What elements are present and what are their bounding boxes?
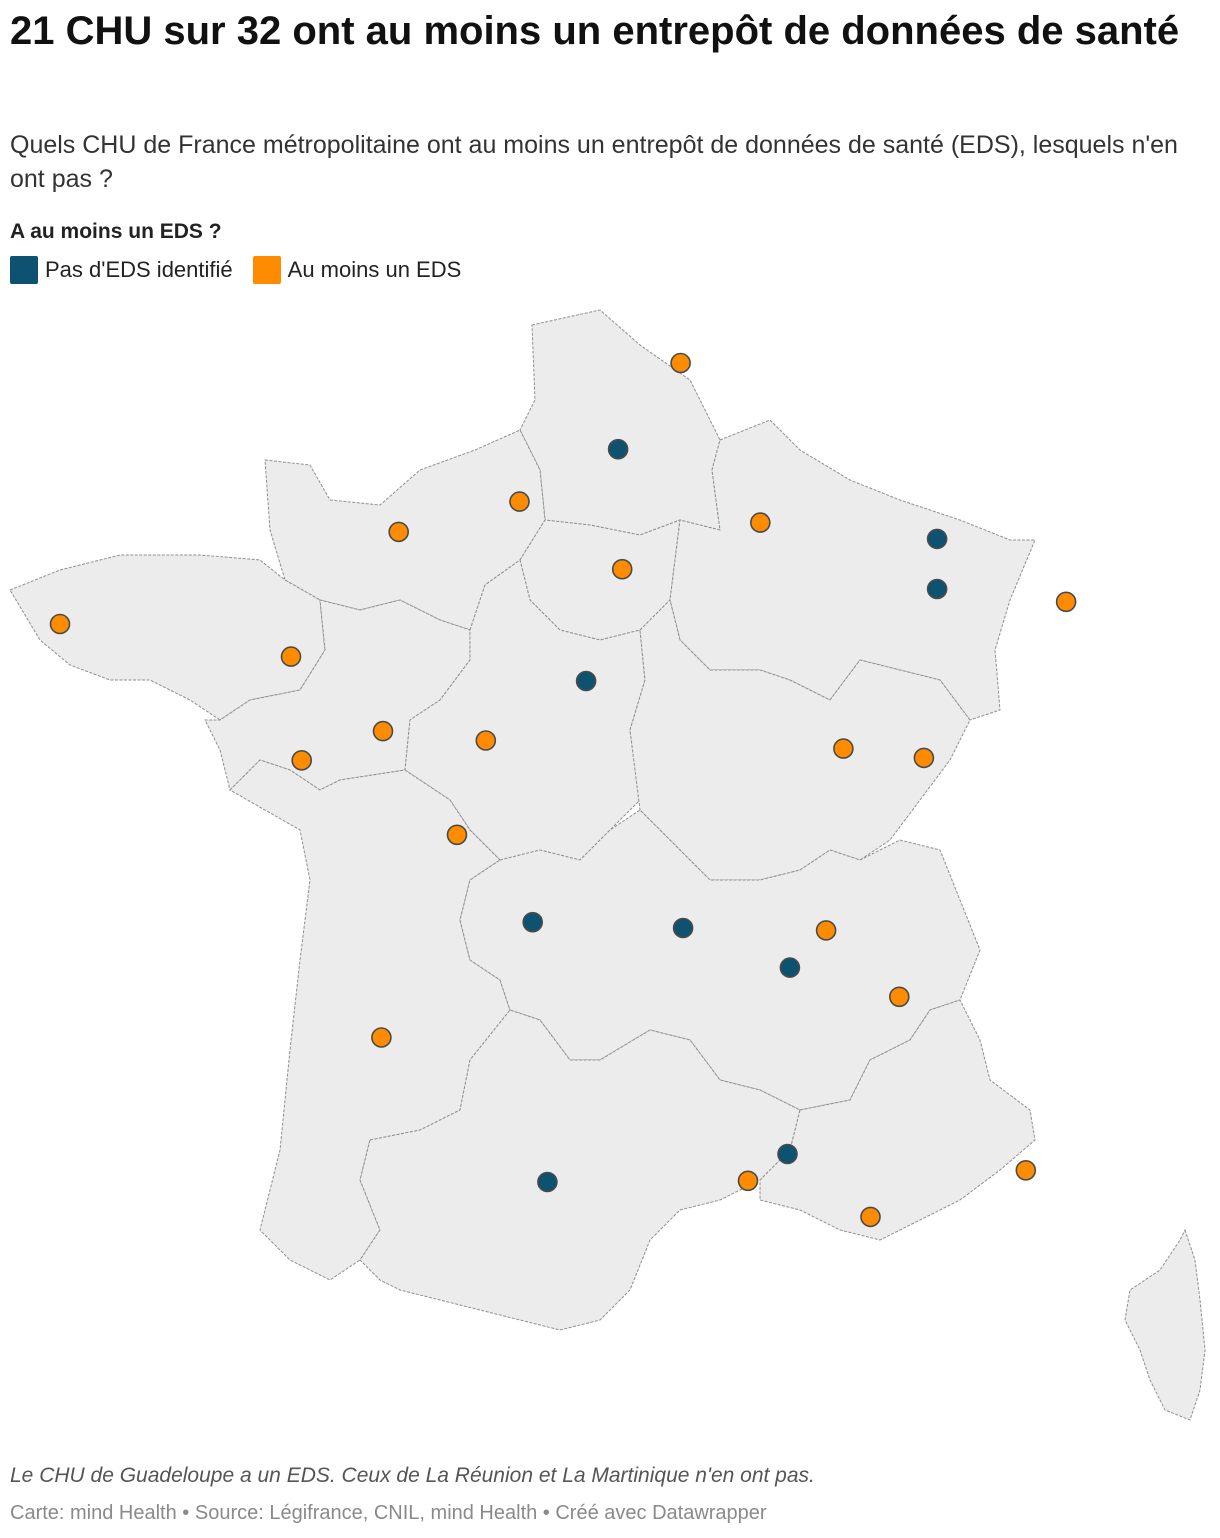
france-map <box>9 309 1206 1421</box>
chu-marker-eds-12[interactable] <box>372 720 394 742</box>
region-provence-alpes-cote-d-azur <box>759 999 1036 1241</box>
chu-marker-eds-10[interactable] <box>280 646 302 667</box>
legend-label-eds: Au moins un EDS <box>287 257 462 282</box>
chu-marker-eds-16[interactable] <box>913 747 935 769</box>
chu-marker-eds-27[interactable] <box>860 1206 881 1228</box>
chart-subtitle: Quels CHU de France métropolitaine ont a… <box>10 131 1178 193</box>
chu-marker-eds-8[interactable] <box>611 558 633 580</box>
chu-marker-no-eds-25[interactable] <box>777 1143 798 1165</box>
region-occitanie <box>359 1009 801 1331</box>
legend: Pas d'EDS identifié Au moins un EDS <box>10 256 481 284</box>
legend-swatch-no-eds <box>10 256 38 284</box>
region-corse <box>1124 1228 1206 1421</box>
region-nouvelle-aquitaine <box>229 759 511 1281</box>
regions-layer <box>9 309 1206 1421</box>
chu-marker-eds-2[interactable] <box>509 491 530 512</box>
region-hauts-de-france <box>519 309 721 536</box>
chu-marker-eds-17[interactable] <box>446 824 468 846</box>
chu-marker-eds-26[interactable] <box>737 1170 759 1192</box>
legend-item-no-eds: Pas d'EDS identifié <box>10 256 233 284</box>
chu-marker-no-eds-11[interactable] <box>575 670 597 692</box>
chu-marker-no-eds-5[interactable] <box>926 528 948 550</box>
chart-title: 21 CHU sur 32 ont au moins un entrepôt d… <box>10 9 1180 53</box>
chu-marker-eds-23[interactable] <box>371 1027 392 1048</box>
footnote: Le CHU de Guadeloupe a un EDS. Ceux de L… <box>10 1464 815 1487</box>
chu-marker-no-eds-24[interactable] <box>537 1171 558 1193</box>
credits: Carte: mind Health • Source: Légifrance,… <box>10 1502 767 1524</box>
chu-marker-eds-20[interactable] <box>815 920 837 941</box>
chu-marker-eds-15[interactable] <box>833 738 854 759</box>
chu-marker-eds-3[interactable] <box>388 521 410 543</box>
chu-marker-eds-13[interactable] <box>475 730 497 751</box>
legend-title: A au moins un EDS ? <box>10 220 222 243</box>
chu-markers-layer <box>49 352 1077 1228</box>
chu-marker-no-eds-19[interactable] <box>672 917 694 939</box>
chu-marker-no-eds-18[interactable] <box>522 911 544 933</box>
chu-marker-eds-28[interactable] <box>1015 1160 1037 1181</box>
legend-swatch-eds <box>252 256 281 284</box>
chu-marker-eds-14[interactable] <box>291 749 313 771</box>
legend-label-no-eds: Pas d'EDS identifié <box>45 257 233 282</box>
legend-item-eds: Au moins un EDS <box>252 256 462 284</box>
chu-marker-eds-22[interactable] <box>888 986 910 1008</box>
region-centre-val-de-loire <box>404 559 646 861</box>
chu-marker-eds-9[interactable] <box>49 613 71 635</box>
chu-marker-eds-7[interactable] <box>1055 591 1077 613</box>
chu-marker-no-eds-6[interactable] <box>926 578 948 600</box>
chu-marker-eds-4[interactable] <box>749 512 771 533</box>
chu-marker-eds-0[interactable] <box>670 352 691 374</box>
chu-marker-no-eds-21[interactable] <box>779 957 801 978</box>
chu-marker-no-eds-1[interactable] <box>607 438 629 460</box>
